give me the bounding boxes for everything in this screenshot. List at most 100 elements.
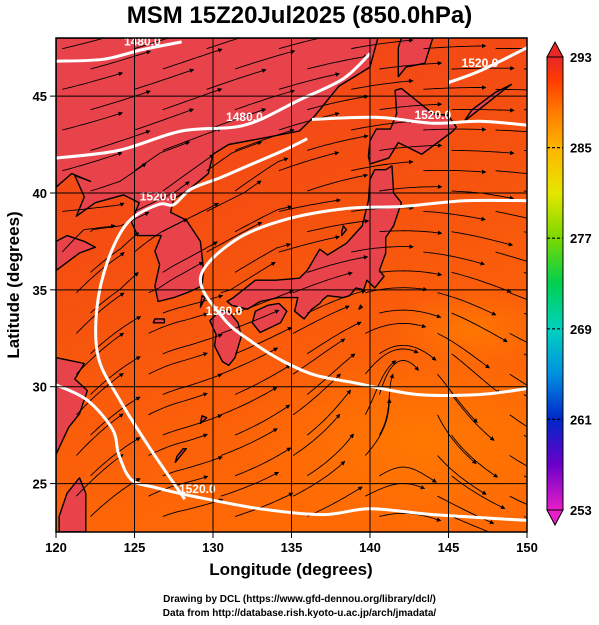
land-china-coast: [56, 234, 96, 272]
streamline: [379, 230, 443, 236]
streamline: [162, 88, 223, 111]
streamline: [365, 286, 428, 294]
streamline: [220, 471, 280, 497]
streamline: [292, 460, 346, 497]
streamline: [206, 108, 267, 131]
x-tick-label: 130: [202, 540, 224, 555]
streamline: [378, 360, 419, 395]
streamline: [379, 143, 443, 151]
streamline: [234, 89, 296, 111]
streamline: [292, 338, 346, 375]
streamline: [134, 68, 195, 90]
streamline: [437, 373, 478, 424]
streamline: [134, 141, 191, 172]
streamline: [364, 348, 419, 375]
streamline: [509, 455, 527, 467]
streamline: [90, 50, 152, 70]
streamline: [162, 333, 223, 355]
streamline: [292, 413, 341, 456]
streamline: [379, 184, 443, 192]
colorbar-label: 277: [570, 231, 592, 246]
contour-line: [447, 46, 527, 85]
streamline: [379, 270, 443, 277]
colorbar-label: 261: [570, 412, 592, 427]
streamline: [495, 129, 527, 132]
streamline: [162, 373, 223, 395]
streamline: [307, 94, 369, 111]
streamline: [451, 312, 508, 343]
streamline: [62, 202, 125, 212]
streamline: [451, 271, 512, 293]
streamline: [90, 437, 141, 477]
land-kurils: [463, 83, 512, 122]
streamline: [523, 434, 527, 438]
streamline: [523, 475, 527, 478]
streamline: [90, 316, 142, 355]
streamline: [495, 88, 527, 91]
land-izu-islands: [358, 304, 363, 310]
streamline: [278, 38, 322, 50]
streamline: [90, 163, 147, 192]
streamline: [278, 151, 340, 172]
streamline: [307, 486, 363, 517]
contour-label: 1480.0: [226, 110, 263, 124]
streamline: [148, 352, 208, 375]
streamline: [423, 169, 487, 175]
streamline: [292, 305, 350, 334]
streamlines: [61, 38, 527, 532]
streamline: [90, 232, 140, 273]
streamline: [379, 344, 437, 361]
y-axis-title: Latitude (degrees): [4, 211, 23, 358]
streamline: [162, 241, 218, 273]
y-tick-labels: 25 30 35 40 45: [33, 89, 47, 491]
streamline: [162, 414, 223, 436]
credits: Drawing by DCL (https://www.gfd-dennou.o…: [0, 593, 599, 621]
colorbar-label: 269: [570, 322, 592, 337]
streamline: [365, 483, 426, 497]
streamline: [307, 255, 369, 273]
streamline: [379, 61, 443, 70]
colorbar-gradient: [546, 56, 564, 511]
streamline: [306, 353, 356, 395]
streamline: [523, 149, 527, 152]
y-tick-label: 45: [33, 89, 47, 104]
streamline: [234, 205, 293, 233]
colorbar-top-triangle: [546, 40, 564, 58]
streamline: [76, 372, 124, 416]
streamline: [509, 373, 527, 386]
chart-title: MSM 15Z20Jul2025 (850.0hPa): [126, 2, 473, 29]
streamline: [278, 72, 340, 90]
colorbar-ticks: 253 261 269 277 285 293: [547, 50, 592, 518]
streamline: [76, 413, 124, 456]
x-tick-labels: 120 125 130 135 140 145 150: [45, 540, 538, 555]
contour-label: 1560.0: [206, 304, 243, 318]
streamline: [509, 333, 527, 343]
streamline: [423, 43, 487, 50]
streamline: [292, 271, 353, 294]
streamline: [90, 356, 141, 395]
streamline: [61, 223, 116, 253]
streamline: [206, 141, 263, 172]
height-contours: 1480.0 1480.0 1520.0 1520.0 1520.0 1520.0 1560…: [56, 38, 527, 522]
streamline: [451, 394, 495, 441]
contour-line: [311, 115, 527, 127]
streamline: [451, 434, 499, 478]
streamline: [134, 108, 195, 131]
land-amami: [199, 415, 208, 425]
streamline: [509, 495, 527, 505]
streamline: [90, 211, 150, 233]
streamline: [62, 71, 124, 90]
streamline: [162, 456, 223, 477]
streamline: [379, 102, 443, 111]
streamline: [76, 292, 125, 334]
streamline: [234, 327, 293, 355]
warm-sea-pool: [390, 290, 527, 370]
y-tick-label: 35: [33, 283, 47, 298]
streamline: [134, 181, 190, 212]
y-tick-label: 30: [33, 380, 47, 395]
streamline: [379, 309, 442, 319]
streamline: [148, 433, 208, 456]
streamline: [162, 202, 220, 233]
streamline: [451, 516, 491, 532]
contour-label: 1520.0: [140, 190, 177, 204]
